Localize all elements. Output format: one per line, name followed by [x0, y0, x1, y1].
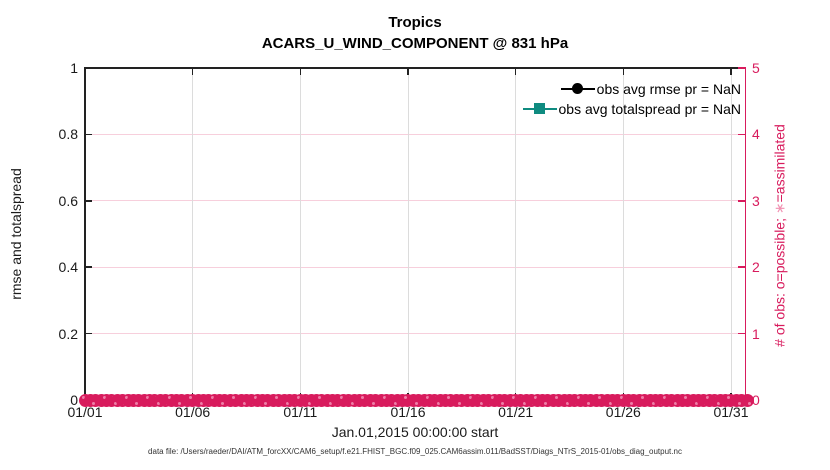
rmse-line-sample: [560, 83, 595, 94]
right-tick-label: 3: [752, 192, 760, 209]
legend: obs avg rmse pr = NaN obs avg totalsprea…: [522, 79, 742, 119]
bottom-axis-spine: [84, 399, 746, 401]
plot-title-region: Tropics: [388, 14, 442, 31]
right-tick-label: 1: [752, 325, 760, 342]
top-axis-spine: [84, 67, 746, 69]
x-tick-label: 01/31: [713, 404, 749, 420]
right-tick-label: 2: [752, 259, 760, 276]
right-tick-label: 5: [752, 60, 760, 76]
left-tick-label: 0.2: [58, 325, 78, 342]
totalspread-square-marker-icon: [533, 103, 545, 114]
data-file-caption: data file: /Users/raeder/DAI/ATM_forcXX/…: [148, 447, 682, 456]
x-tick-label: 01/16: [390, 404, 426, 420]
left-tick-label: 0.8: [58, 126, 78, 143]
x-tick-label: 01/06: [175, 404, 211, 420]
x-tick-label: 01/26: [605, 404, 641, 420]
plot-area: obs avg rmse pr = NaN obs avg totalsprea…: [78, 67, 754, 407]
left-tick-label: 0: [70, 392, 78, 408]
legend-entry-totalspread: obs avg totalspread pr = NaN: [522, 99, 742, 119]
rmse-circle-marker-icon: [571, 83, 583, 94]
right-tick-label: 0: [752, 392, 760, 408]
left-tick-label: 1: [70, 60, 78, 76]
x-axis-label: Jan.01,2015 00:00:00 start: [331, 424, 499, 440]
right-axis-spine: [744, 67, 746, 400]
left-axis-label: rmse and totalspread: [8, 168, 24, 300]
left-axis-spine: [84, 68, 86, 400]
x-tick-label: 01/11: [283, 404, 318, 420]
right-axis-label: # of obs: o=possible; ∗=assimilated: [772, 70, 789, 402]
plot-title-variable: ACARS_U_WIND_COMPONENT @ 831 hPa: [261, 35, 569, 52]
legend-label-totalspread: obs avg totalspread pr = NaN: [558, 101, 742, 117]
legend-label-rmse: obs avg rmse pr = NaN: [596, 81, 741, 97]
x-tick-label: 01/01: [67, 404, 103, 420]
legend-entry-rmse: obs avg rmse pr = NaN: [523, 79, 741, 99]
right-tick-label: 4: [752, 126, 760, 143]
plot-titles: Tropics ACARS_U_WIND_COMPONENT @ 831 hPa: [0, 12, 830, 54]
x-tick-label: 01/21: [498, 404, 534, 420]
left-tick-label: 0.4: [58, 259, 78, 276]
totalspread-line-sample: [522, 103, 557, 114]
left-tick-label: 0.6: [58, 192, 78, 209]
